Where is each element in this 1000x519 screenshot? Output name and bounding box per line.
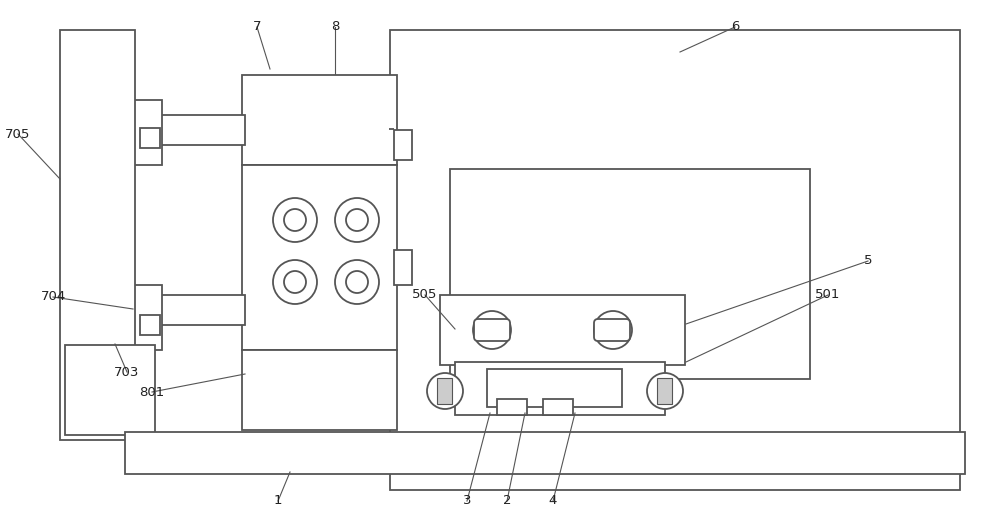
Text: 3: 3 <box>463 495 471 508</box>
Text: 5: 5 <box>864 254 872 267</box>
Bar <box>487 369 622 407</box>
Text: 7: 7 <box>253 20 261 34</box>
Bar <box>657 378 672 404</box>
Circle shape <box>346 271 368 293</box>
Bar <box>372 250 392 285</box>
Bar <box>497 399 527 415</box>
Circle shape <box>273 260 317 304</box>
Bar <box>242 75 397 165</box>
Bar <box>242 350 397 430</box>
Circle shape <box>284 209 306 231</box>
Circle shape <box>346 209 368 231</box>
FancyBboxPatch shape <box>474 319 510 341</box>
Bar <box>242 165 397 350</box>
Text: 6: 6 <box>731 20 739 34</box>
Bar <box>155 295 245 325</box>
Circle shape <box>427 373 463 409</box>
Text: 703: 703 <box>114 365 140 378</box>
Text: 705: 705 <box>5 128 31 141</box>
Circle shape <box>594 311 632 349</box>
Bar <box>543 399 573 415</box>
Bar <box>140 128 160 148</box>
Bar <box>60 30 135 440</box>
Bar <box>394 130 412 160</box>
Circle shape <box>273 198 317 242</box>
Bar <box>132 100 162 165</box>
Text: 505: 505 <box>412 289 438 302</box>
Text: 704: 704 <box>40 291 66 304</box>
Bar <box>440 295 685 365</box>
Bar <box>125 432 965 474</box>
Bar <box>455 362 665 415</box>
Bar <box>394 250 412 285</box>
Bar <box>65 345 155 435</box>
Text: 801: 801 <box>139 386 165 399</box>
Circle shape <box>473 311 511 349</box>
Circle shape <box>647 373 683 409</box>
Text: 2: 2 <box>503 495 511 508</box>
Bar <box>450 169 810 379</box>
Circle shape <box>335 260 379 304</box>
Bar <box>437 378 452 404</box>
Circle shape <box>335 198 379 242</box>
Bar <box>155 115 245 145</box>
Bar <box>140 315 160 335</box>
Bar <box>390 30 960 490</box>
Text: 1: 1 <box>274 495 282 508</box>
FancyBboxPatch shape <box>594 319 630 341</box>
Bar <box>132 285 162 350</box>
Text: 501: 501 <box>815 289 841 302</box>
Circle shape <box>284 271 306 293</box>
Bar <box>372 130 392 165</box>
Text: 8: 8 <box>331 20 339 34</box>
Text: 4: 4 <box>549 495 557 508</box>
